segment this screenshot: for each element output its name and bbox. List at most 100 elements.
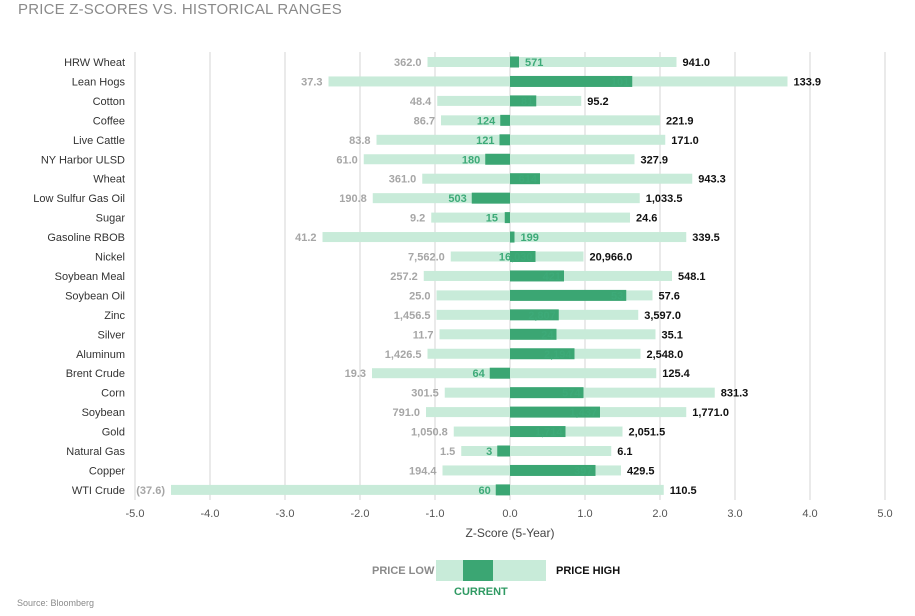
current-bar bbox=[510, 95, 537, 107]
legend-current: CURRENT bbox=[454, 586, 508, 598]
price-high-label: 339.5 bbox=[692, 232, 720, 244]
current-price-label: 101 bbox=[611, 76, 629, 88]
category-label: Copper bbox=[89, 465, 125, 477]
category-label: Natural Gas bbox=[66, 446, 125, 458]
price-low-label: 194.4 bbox=[409, 465, 437, 477]
price-low-label: 1,050.8 bbox=[411, 427, 448, 439]
price-high-label: 941.0 bbox=[683, 57, 711, 69]
price-high-label: 2,548.0 bbox=[647, 349, 684, 361]
category-label: Soybean bbox=[82, 407, 125, 419]
current-price-label: 3 bbox=[486, 446, 492, 458]
source-note: Source: Bloomberg bbox=[17, 598, 95, 608]
x-tick-label: -1.0 bbox=[426, 508, 445, 520]
x-tick-label: -2.0 bbox=[351, 508, 370, 520]
category-label: Soybean Meal bbox=[55, 271, 125, 283]
current-price-label: 503 bbox=[448, 193, 466, 205]
x-tick-label: 4.0 bbox=[802, 508, 817, 520]
price-high-label: 20,966.0 bbox=[590, 252, 633, 264]
price-high-label: 35.1 bbox=[662, 329, 683, 341]
current-price-label: 81 bbox=[521, 96, 533, 108]
category-label: WTI Crude bbox=[72, 485, 125, 497]
current-bar bbox=[510, 289, 627, 301]
current-price-label: 614 bbox=[519, 174, 538, 186]
category-label: Corn bbox=[101, 388, 125, 400]
price-low-label: 301.5 bbox=[411, 388, 439, 400]
current-bar bbox=[510, 464, 596, 476]
category-labels: HRW Wheat Lean Hogs Cotton Coffee Live Cattl… bbox=[33, 57, 125, 497]
price-low-label: 361.0 bbox=[389, 174, 417, 186]
category-label: Gold bbox=[102, 427, 125, 439]
category-label: Zinc bbox=[104, 310, 125, 322]
price-high-label: 125.4 bbox=[662, 368, 690, 380]
current-bar bbox=[499, 134, 510, 146]
category-label: Cotton bbox=[93, 96, 125, 108]
current-bar bbox=[495, 484, 510, 496]
current-bar bbox=[497, 445, 510, 457]
category-label: Nickel bbox=[95, 252, 125, 264]
price-low-label: 791.0 bbox=[392, 407, 420, 419]
price-high-label: 133.9 bbox=[794, 76, 822, 88]
current-bar bbox=[489, 367, 510, 379]
price-high-label: 1,033.5 bbox=[646, 193, 683, 205]
current-price-label: 2,807 bbox=[528, 310, 556, 322]
price-high-label: 1,771.0 bbox=[692, 407, 729, 419]
price-high-label: 2,051.5 bbox=[629, 427, 666, 439]
category-label: Wheat bbox=[93, 174, 125, 186]
category-label: Silver bbox=[97, 329, 125, 341]
bars bbox=[171, 56, 788, 496]
price-high-label: 171.0 bbox=[671, 135, 699, 147]
current-bar bbox=[510, 406, 600, 418]
category-label: HRW Wheat bbox=[64, 57, 125, 69]
price-low-label: 1,426.5 bbox=[385, 349, 422, 361]
current-price-label: 1,714 bbox=[535, 427, 563, 439]
category-label: Live Cattle bbox=[73, 135, 125, 147]
range-bar bbox=[441, 115, 660, 126]
price-low-label: 11.7 bbox=[413, 329, 434, 341]
current-price-label: 60 bbox=[479, 485, 491, 497]
current-price-label: 15 bbox=[486, 213, 498, 225]
price-high-label: 110.5 bbox=[670, 485, 697, 497]
current-bar bbox=[500, 114, 510, 126]
price-low-label: 7,562.0 bbox=[408, 252, 445, 264]
price-high-label: 943.3 bbox=[698, 174, 726, 186]
category-label: Gasoline RBOB bbox=[47, 232, 125, 244]
price-high-label: 831.3 bbox=[721, 388, 749, 400]
current-price-label: 53 bbox=[611, 290, 623, 302]
current-bar bbox=[510, 328, 557, 340]
current-price-label: 64 bbox=[473, 368, 486, 380]
category-label: Sugar bbox=[96, 213, 126, 225]
current-bar bbox=[510, 270, 564, 282]
price-low-label: 9.2 bbox=[410, 213, 425, 225]
category-label: Aluminum bbox=[76, 349, 125, 361]
range-bar bbox=[461, 446, 612, 456]
x-tick-label: 5.0 bbox=[877, 508, 892, 520]
range-bar bbox=[322, 232, 687, 243]
x-tick-label: 0.0 bbox=[502, 508, 517, 520]
range-bar bbox=[431, 212, 630, 223]
current-bar bbox=[510, 309, 559, 321]
current-price-label: 2,194 bbox=[544, 349, 572, 361]
price-high-label: 327.9 bbox=[641, 154, 669, 166]
price-low-label: (37.6) bbox=[136, 485, 165, 497]
price-low-label: 41.2 bbox=[295, 232, 316, 244]
range-bar bbox=[171, 484, 664, 495]
current-price-label: 16,030 bbox=[499, 252, 533, 264]
current-bar bbox=[510, 231, 515, 243]
x-axis-title: Z-Score (5-Year) bbox=[466, 526, 555, 540]
current-price-label: 1,437 bbox=[569, 407, 597, 419]
current-price-label: 199 bbox=[521, 232, 539, 244]
current-price-label: 24 bbox=[541, 329, 554, 341]
price-low-label: 61.0 bbox=[336, 154, 357, 166]
x-tick-label: 1.0 bbox=[577, 508, 592, 520]
price-low-label: 86.7 bbox=[414, 115, 435, 127]
legend: PRICE LOW PRICE HIGH CURRENT bbox=[372, 560, 632, 600]
price-low-label: 362.0 bbox=[394, 57, 422, 69]
current-bar bbox=[510, 387, 584, 399]
data-labels: 362.0 941.0 571 37.3 133.9 101 48.4 95.2 81 86.7 2… bbox=[136, 57, 821, 497]
current-bar bbox=[471, 192, 510, 204]
x-tick-label: -3.0 bbox=[276, 508, 295, 520]
range-bar bbox=[422, 173, 693, 184]
range-bar bbox=[376, 134, 666, 145]
category-label: Coffee bbox=[93, 115, 125, 127]
price-high-label: 548.1 bbox=[678, 271, 706, 283]
